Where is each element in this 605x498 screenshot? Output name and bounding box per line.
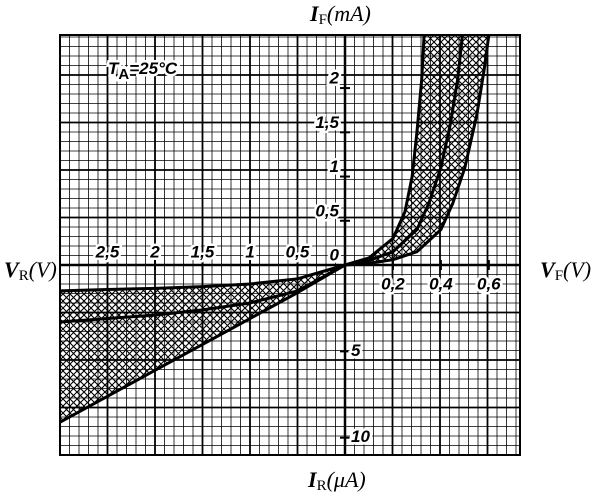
curve	[344, 34, 426, 267]
x-tick-label: 1	[245, 242, 254, 261]
x-axis-title: VR(V)	[4, 257, 57, 284]
x-tick-label: 0,4	[429, 274, 453, 293]
y-axis-title: IR(μA)	[307, 467, 366, 494]
y-axis-title-unit: (mA)	[327, 1, 371, 26]
x-tick-label: 0,6	[477, 274, 501, 293]
annotation-unit: =25°C	[129, 59, 178, 78]
x-axis-title: VF(V)	[540, 257, 591, 284]
x-tick-label: 0,5	[286, 242, 310, 261]
y-axis-title-unit: (μA)	[327, 467, 366, 492]
y-axis-title-subscript: F	[319, 12, 327, 28]
curve	[59, 263, 346, 293]
x-axis-title-symbol: V	[4, 257, 21, 282]
x-axis-title-unit: (V)	[563, 257, 591, 282]
graph-paper	[59, 35, 520, 456]
curve	[344, 34, 464, 267]
y-tick-label: 1,5	[315, 113, 339, 132]
paper-border	[59, 34, 521, 456]
y-tick-label: 5	[351, 341, 361, 360]
curve	[344, 34, 491, 267]
y-axis-title-symbol: I	[309, 1, 320, 26]
curve	[59, 263, 346, 424]
y-axis-title-subscript: R	[317, 478, 327, 494]
x-axis-title-subscript: F	[555, 268, 563, 284]
x-axis-title-symbol: V	[540, 257, 557, 282]
x-tick-label: 1,5	[191, 242, 215, 261]
y-tick-label: 0,5	[315, 201, 339, 220]
x-axis-title-unit: (V)	[29, 257, 57, 282]
x-tick-label: 0,2	[381, 274, 405, 293]
x-axis-title-subscript: R	[19, 268, 29, 284]
y-tick-label: 1	[330, 157, 339, 176]
y-tick-label: 0	[330, 245, 340, 264]
x-tick-label: 2	[149, 242, 160, 261]
x-tick-label: 2,5	[95, 242, 120, 261]
annotation-subscript: A	[118, 66, 129, 83]
annotation: TA=25°C	[108, 59, 178, 82]
annotation-symbol: T	[108, 59, 120, 78]
y-axis-title-symbol: I	[307, 467, 318, 492]
y-axis-title: IF(mA)	[309, 1, 371, 28]
y-tick-label: 10	[351, 427, 370, 446]
hatch-band	[345, 35, 489, 265]
y-tick-label: 2	[329, 69, 340, 88]
